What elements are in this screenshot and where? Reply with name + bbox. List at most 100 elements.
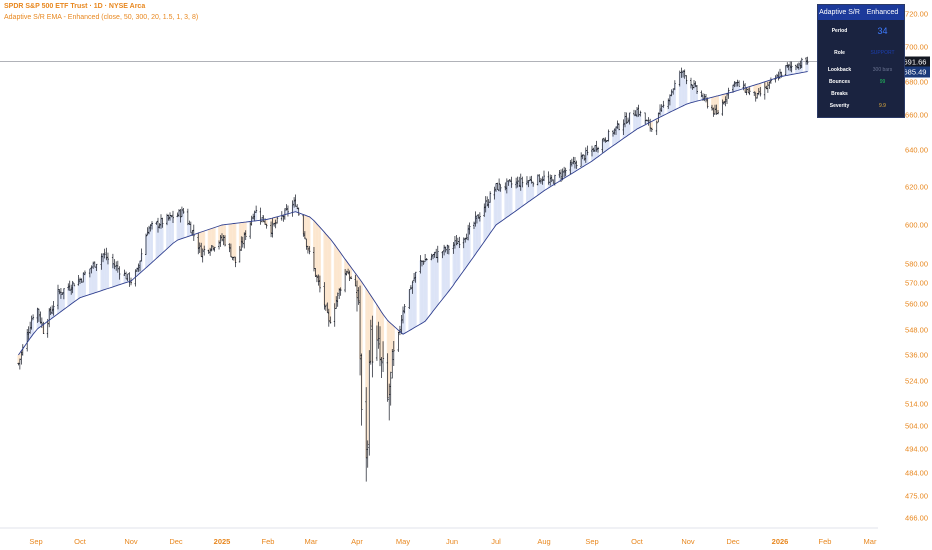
ohlc-bar — [706, 97, 709, 109]
ohlc-bar — [753, 91, 756, 96]
ema-fill-segment — [368, 293, 371, 363]
ema-fill-segment — [662, 105, 665, 116]
ohlc-bar — [583, 154, 586, 161]
ema-fill-segment — [543, 176, 545, 191]
ema-fill-segment — [73, 285, 76, 302]
ema-fill-segment — [456, 241, 459, 279]
ohlc-bar — [379, 326, 381, 367]
ema-fill-segment — [157, 226, 159, 257]
ohlc-bar — [180, 206, 183, 217]
ohlc-bar — [733, 81, 736, 88]
ema-fill-segment — [680, 71, 683, 107]
ema-fill-segment — [392, 326, 395, 351]
ohlc-bar — [73, 283, 76, 287]
time-tick-label: Oct — [631, 537, 643, 546]
ohlc-bar — [391, 348, 394, 379]
ema-fill-segment — [319, 227, 321, 288]
price-tick-label: 580.00 — [905, 259, 928, 269]
ema-fill-segment — [754, 84, 757, 98]
ema-fill-segment — [446, 245, 449, 294]
ohlc-bar — [250, 215, 253, 226]
ohlc-bar — [380, 357, 383, 379]
ohlc-bar — [805, 56, 808, 65]
ema-fill-segment — [436, 251, 439, 306]
ohlc-bar — [354, 274, 357, 287]
ohlc-bar — [95, 263, 98, 271]
ohlc-bar — [607, 129, 610, 142]
price-tick-label: 660.00 — [905, 110, 928, 120]
ema-fill-segment — [799, 65, 802, 73]
ohlc-bar — [508, 179, 511, 183]
ohlc-bar — [543, 170, 545, 181]
ohlc-bar — [402, 306, 404, 324]
ema-fill-segment — [738, 86, 741, 90]
ohlc-bar — [368, 350, 371, 456]
ohlc-bar — [389, 371, 392, 406]
ohlc-bar — [203, 245, 206, 256]
ohlc-bar — [586, 145, 589, 156]
ohlc-bar — [255, 205, 258, 213]
ohlc-bar — [93, 261, 96, 268]
bounces-label: Bounces — [828, 79, 851, 85]
ohlc-bar — [667, 98, 670, 109]
ohlc-bar — [58, 289, 61, 295]
ohlc-bar — [504, 182, 507, 191]
time-tick-label: Apr — [351, 537, 363, 546]
ema-fill-segment — [618, 129, 620, 142]
ema-fill-segment — [305, 215, 308, 247]
ema-fill-segment — [532, 183, 535, 199]
ema-fill-segment — [140, 253, 143, 272]
price-tick-label: 475.00 — [905, 491, 928, 501]
ohlc-bar — [650, 127, 653, 132]
ohlc-bar — [754, 92, 757, 102]
ohlc-bar — [414, 271, 417, 283]
ohlc-bar — [67, 283, 70, 291]
ema-fill-segment — [338, 250, 341, 290]
ohlc-bar — [510, 176, 513, 188]
ema-fill-segment — [313, 220, 315, 269]
ema-fill-segment — [690, 84, 692, 103]
ema-fill-segment — [170, 216, 173, 245]
ema-fill-segment — [467, 228, 470, 265]
ema-fill-segment — [432, 254, 435, 312]
ohlc-bar — [51, 305, 54, 314]
lookback-label: Lookback — [827, 67, 852, 73]
ema-fill-segment — [252, 217, 255, 222]
ohlc-bar — [212, 245, 215, 251]
ohlc-bar — [318, 275, 321, 293]
ohlc-bar — [48, 307, 51, 328]
ohlc-bar — [103, 248, 106, 259]
panel-mode: Enhanced — [866, 9, 899, 16]
ohlc-bar — [595, 140, 598, 152]
ohlc-bar — [552, 179, 555, 184]
ohlc-bar — [200, 242, 203, 257]
ohlc-bar — [759, 87, 762, 97]
ohlc-bar — [507, 180, 510, 186]
ema-fill-segment — [273, 217, 276, 224]
indicator-legend[interactable]: Adaptive S/R EMA - Enhanced (close, 50, … — [4, 14, 199, 21]
ohlc-bar — [717, 109, 719, 115]
ohlc-bar — [446, 244, 449, 254]
ohlc-bar — [62, 288, 65, 300]
ema-fill-segment — [685, 80, 688, 105]
ohlc-bar — [597, 146, 599, 153]
ema-fill-segment — [636, 109, 638, 129]
price-tick-label: 484.00 — [905, 468, 928, 478]
ohlc-bar — [158, 223, 161, 229]
ohlc-bar — [464, 237, 467, 243]
ohlc-bar — [685, 75, 688, 85]
ema-fill-segment — [796, 67, 799, 74]
panel-row-breaks: Breaks — [818, 88, 904, 100]
ohlc-bar — [530, 175, 533, 184]
ema-fill-segment — [414, 272, 417, 327]
ohlc-bar — [616, 120, 619, 129]
ohlc-bar — [197, 232, 200, 255]
ohlc-bar — [575, 160, 578, 169]
ema-fill-segment — [366, 290, 369, 445]
ema-fill-segment — [604, 140, 607, 152]
ema-fill-segment — [592, 151, 595, 160]
ema-fill-segment — [161, 223, 164, 253]
ohlc-bar — [670, 89, 673, 97]
ema-fill-segment — [67, 287, 70, 307]
